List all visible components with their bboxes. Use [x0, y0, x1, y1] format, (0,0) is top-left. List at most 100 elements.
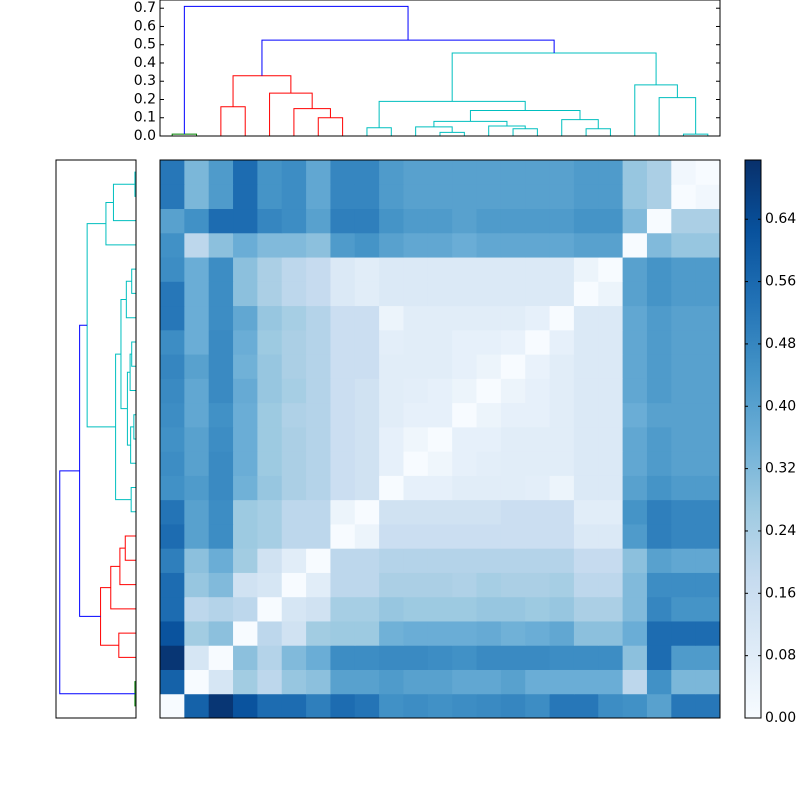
heatmap-cell [500, 184, 526, 210]
heatmap-cell [160, 305, 185, 331]
heatmap-cell [281, 329, 307, 355]
heatmap-cell [598, 523, 624, 549]
heatmap-cell [427, 354, 453, 379]
heatmap-cell [208, 305, 234, 331]
heatmap-cell [306, 329, 331, 355]
heatmap-cell [598, 184, 624, 210]
heatmap-cell [233, 402, 258, 428]
heatmap-cell [427, 499, 453, 525]
colorbar-tick-label: 0.48 [765, 336, 796, 352]
heatmap-cell [281, 572, 307, 598]
heatmap-cell [598, 548, 624, 573]
heatmap-cell [598, 669, 624, 695]
heatmap-cell [500, 475, 526, 501]
heatmap-cell [257, 499, 283, 525]
heatmap-cell [160, 184, 185, 210]
y-tick-label: 0.3 [134, 73, 156, 89]
heatmap-cell [257, 232, 283, 258]
heatmap-cell [160, 329, 185, 355]
heatmap-cell [233, 208, 258, 234]
heatmap-cell [549, 160, 575, 185]
heatmap-cell [427, 232, 453, 258]
heatmap-cell [646, 378, 672, 404]
heatmap-cell [379, 596, 404, 622]
heatmap-cell [427, 475, 453, 501]
heatmap-cell [160, 160, 185, 185]
heatmap-cell [622, 693, 648, 719]
heatmap-cell [257, 475, 283, 501]
heatmap-cell [403, 208, 429, 234]
heatmap-cell [549, 378, 575, 404]
heatmap-cell [330, 669, 356, 695]
heatmap-cell [695, 208, 721, 234]
heatmap-cell [354, 184, 380, 210]
heatmap-cell [306, 354, 331, 379]
heatmap-cell [573, 305, 599, 331]
heatmap-cell [452, 523, 478, 549]
heatmap-cell [598, 232, 624, 258]
heatmap-cell [403, 451, 429, 476]
heatmap-cell [354, 354, 380, 379]
heatmap-cell [671, 232, 697, 258]
heatmap-cell [695, 596, 721, 622]
heatmap-cell [427, 669, 453, 695]
heatmap-cell [354, 596, 380, 622]
heatmap-cell [379, 548, 404, 573]
heatmap-cell [573, 499, 599, 525]
heatmap-cell [160, 669, 185, 695]
heatmap-cell [257, 160, 283, 185]
y-tick-label: 0.1 [134, 110, 156, 126]
heatmap-cell [622, 475, 648, 501]
heatmap-cell [233, 523, 258, 549]
heatmap-cell [379, 305, 404, 331]
colorbar-tick-label: 0.40 [765, 398, 796, 414]
heatmap-cell [427, 620, 453, 646]
heatmap-cell [500, 305, 526, 331]
heatmap-cell [622, 378, 648, 404]
top-dendrogram-link [232, 75, 292, 107]
heatmap-cell [671, 354, 697, 379]
heatmap-cell [549, 669, 575, 695]
heatmap-cell [695, 305, 721, 331]
heatmap-cell [379, 645, 404, 670]
heatmap-cell [695, 257, 721, 282]
top-dendrogram-link [415, 126, 453, 136]
heatmap-cell [379, 693, 404, 719]
heatmap-cell [646, 402, 672, 428]
heatmap-cell [330, 232, 356, 258]
heatmap-cell [671, 426, 697, 452]
heatmap-cell [330, 645, 356, 670]
heatmap-cell [403, 232, 429, 258]
heatmap-cell [354, 281, 380, 307]
heatmap-cell [281, 208, 307, 234]
heatmap-cell [233, 645, 258, 670]
heatmap-cell [671, 329, 697, 355]
heatmap-cell [476, 523, 502, 549]
heatmap-cell [695, 426, 721, 452]
heatmap-cell [184, 232, 210, 258]
heatmap-cell [598, 475, 624, 501]
heatmap-cell [379, 232, 404, 258]
heatmap-cell [476, 378, 502, 404]
heatmap-cell [427, 305, 453, 331]
heatmap-cell [573, 669, 599, 695]
left-dendrogram-link [130, 426, 136, 464]
heatmap-cell [476, 305, 502, 331]
heatmap-cell [354, 329, 380, 355]
heatmap-cell [500, 378, 526, 404]
top-dendrogram-link [378, 100, 526, 128]
heatmap-cell [622, 402, 648, 428]
heatmap-cell [306, 402, 331, 428]
heatmap-cell [233, 572, 258, 598]
heatmap-cell [646, 572, 672, 598]
heatmap-cell [476, 669, 502, 695]
heatmap-cell [573, 160, 599, 185]
heatmap-cell [379, 354, 404, 379]
heatmap-cell [695, 475, 721, 501]
heatmap-cell [208, 596, 234, 622]
heatmap-cell [646, 426, 672, 452]
heatmap-cell [208, 184, 234, 210]
heatmap-cell [500, 669, 526, 695]
heatmap-cell [306, 451, 331, 476]
heatmap-cell [281, 620, 307, 646]
